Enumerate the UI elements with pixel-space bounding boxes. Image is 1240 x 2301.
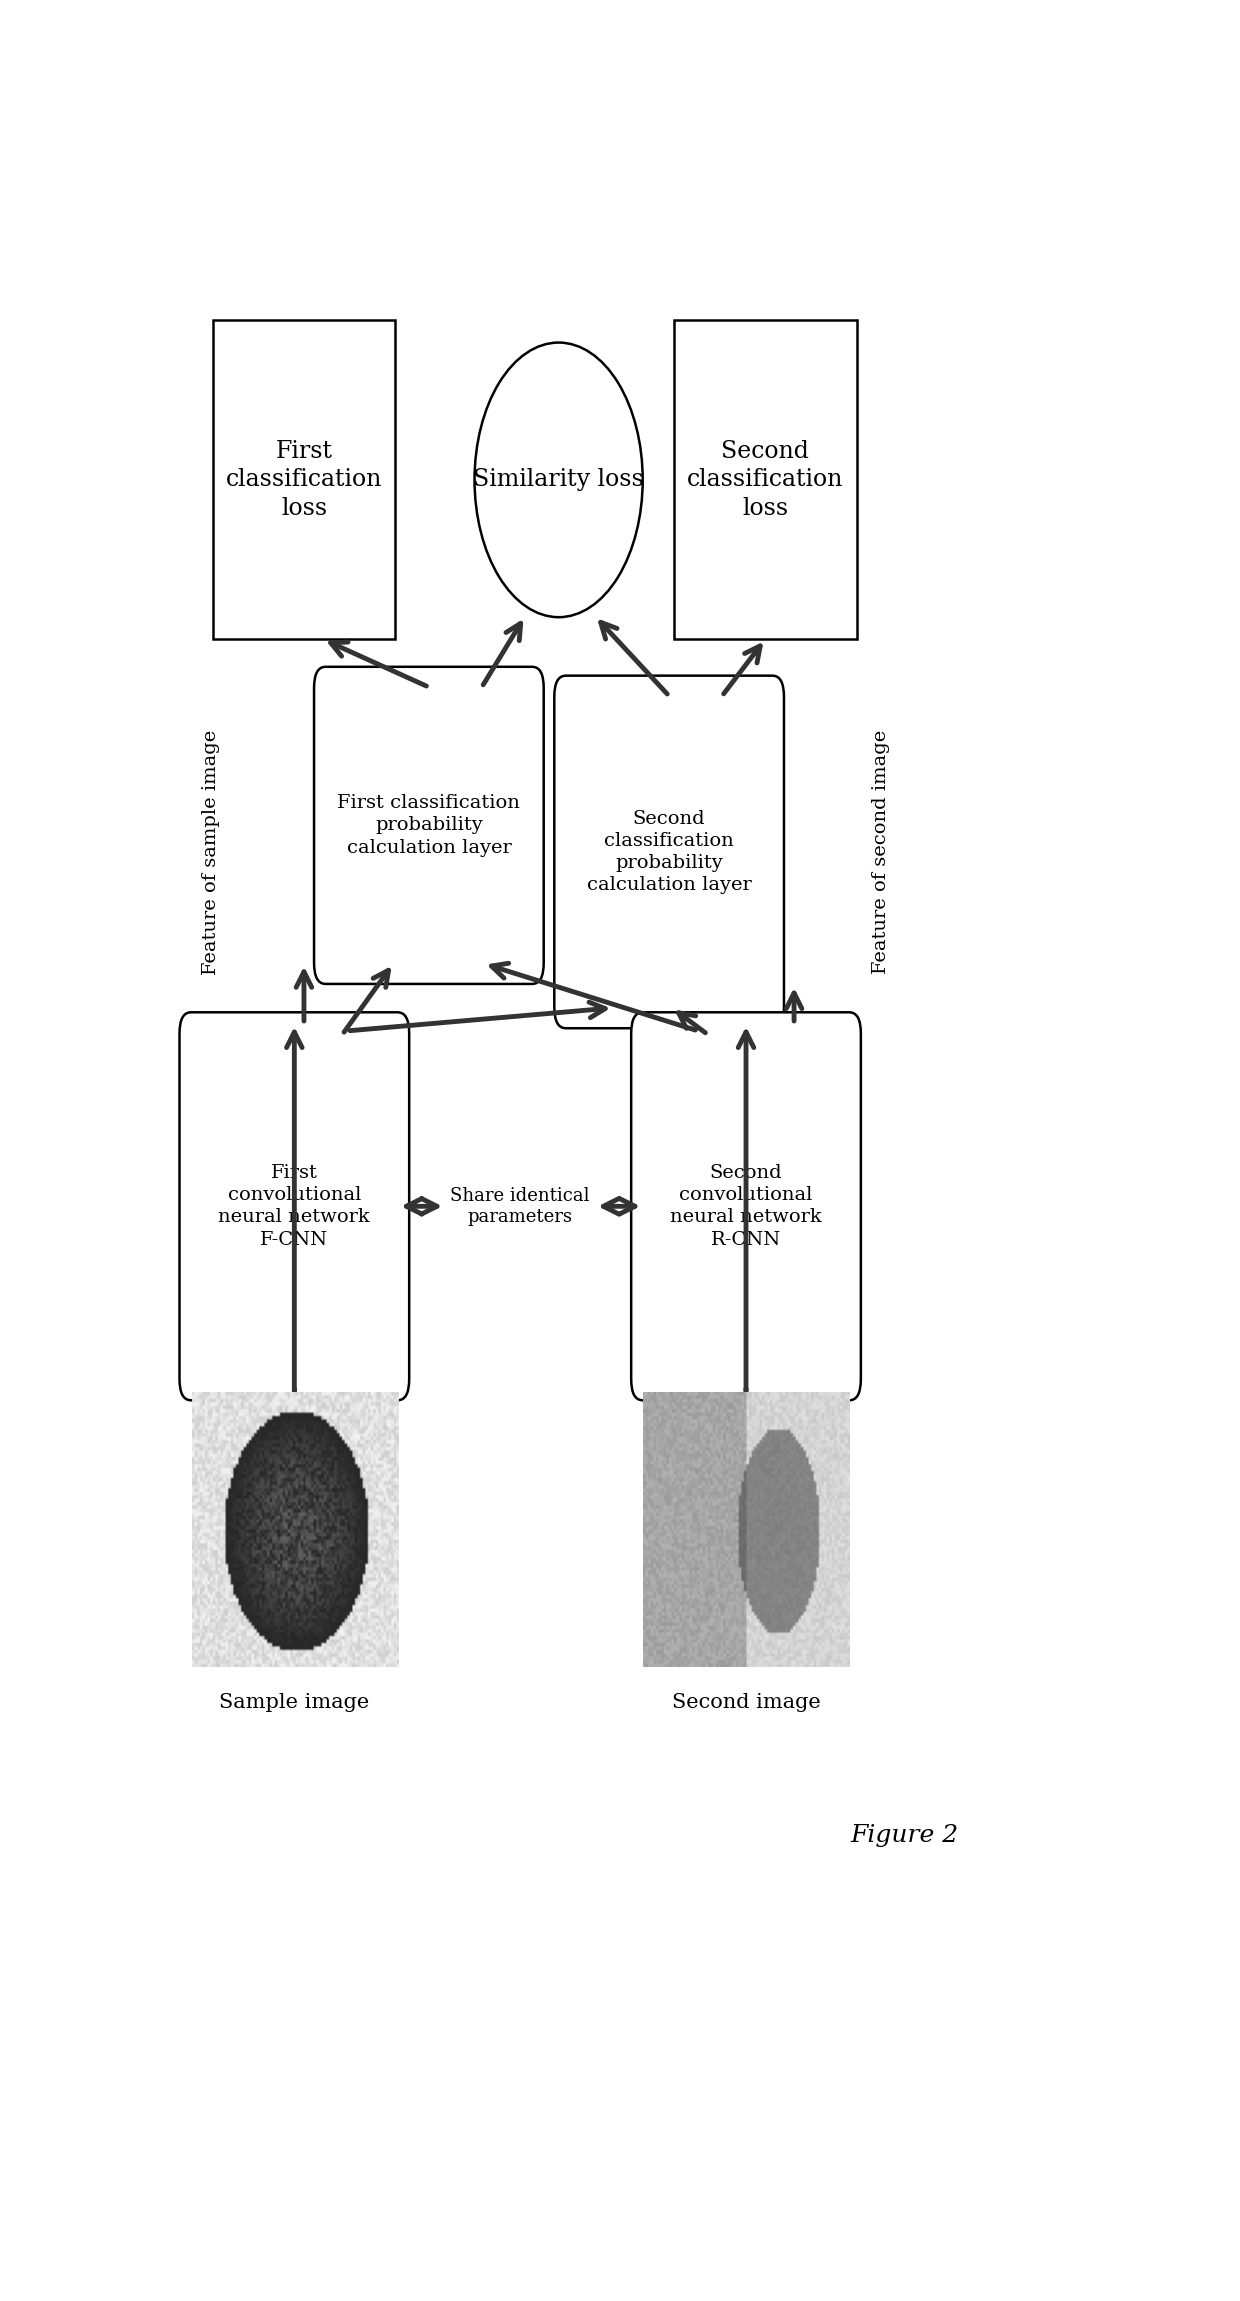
Text: First
classification
loss: First classification loss	[226, 439, 382, 520]
FancyBboxPatch shape	[180, 1012, 409, 1401]
FancyBboxPatch shape	[631, 1012, 861, 1401]
Text: Share identical
parameters: Share identical parameters	[450, 1187, 590, 1226]
Text: Sample image: Sample image	[219, 1694, 370, 1712]
Text: Feature of second image: Feature of second image	[872, 729, 889, 973]
FancyBboxPatch shape	[213, 320, 396, 640]
Text: Feature of sample image: Feature of sample image	[202, 729, 219, 976]
Text: Second
classification
probability
calculation layer: Second classification probability calcul…	[587, 810, 751, 895]
Text: Similarity loss: Similarity loss	[474, 469, 644, 492]
FancyBboxPatch shape	[554, 676, 784, 1029]
Text: Second
classification
loss: Second classification loss	[687, 439, 843, 520]
Text: Figure 2: Figure 2	[851, 1825, 959, 1848]
FancyBboxPatch shape	[675, 320, 857, 640]
Ellipse shape	[475, 343, 642, 617]
Text: Second image: Second image	[672, 1694, 821, 1712]
Text: First classification
probability
calculation layer: First classification probability calcula…	[337, 794, 521, 856]
Text: First
convolutional
neural network
F-CNN: First convolutional neural network F-CNN	[218, 1164, 371, 1249]
FancyBboxPatch shape	[314, 667, 543, 985]
Text: Second
convolutional
neural network
R-CNN: Second convolutional neural network R-CN…	[670, 1164, 822, 1249]
